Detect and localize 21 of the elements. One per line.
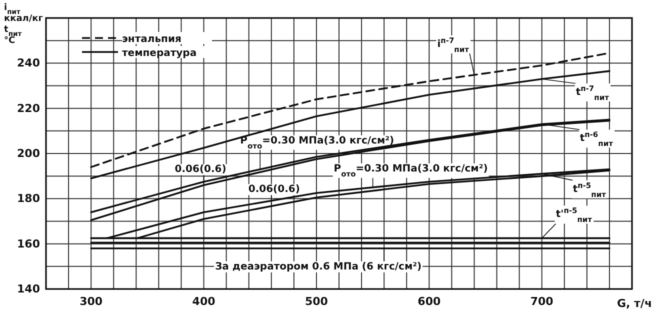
x-axis-title: G, т/ч: [617, 297, 652, 310]
x-tick-label: 500: [304, 294, 328, 308]
annotation: За деаэратором 0.6 МПа (6 кгс/см²): [215, 261, 422, 272]
annotation: 0.06(0.6): [174, 164, 226, 176]
annotation: P$_{ото}$=0.30 МПа(3.0 кгс/см²): [334, 163, 488, 178]
y-tick-label: 160: [17, 237, 40, 250]
legend-label: температура: [122, 48, 197, 59]
legend-label: энтальпия: [122, 34, 182, 45]
y-tick-label: 220: [17, 102, 40, 115]
text: i$_{пит}$: [4, 3, 20, 16]
y-tick-label: 240: [17, 56, 40, 70]
x-tick-label: 400: [192, 294, 216, 308]
y-tick-label: 200: [17, 147, 40, 160]
y-tick-label: 140: [17, 282, 40, 296]
x-tick-label: 600: [418, 294, 441, 308]
text: ккал/кг: [4, 14, 43, 24]
text: °C: [4, 36, 16, 46]
x-tick-label: 700: [530, 294, 554, 308]
y-tick-label: 180: [17, 192, 40, 206]
x-tick-label: 300: [80, 294, 103, 308]
annotation: 0.06(0.6): [248, 184, 300, 196]
